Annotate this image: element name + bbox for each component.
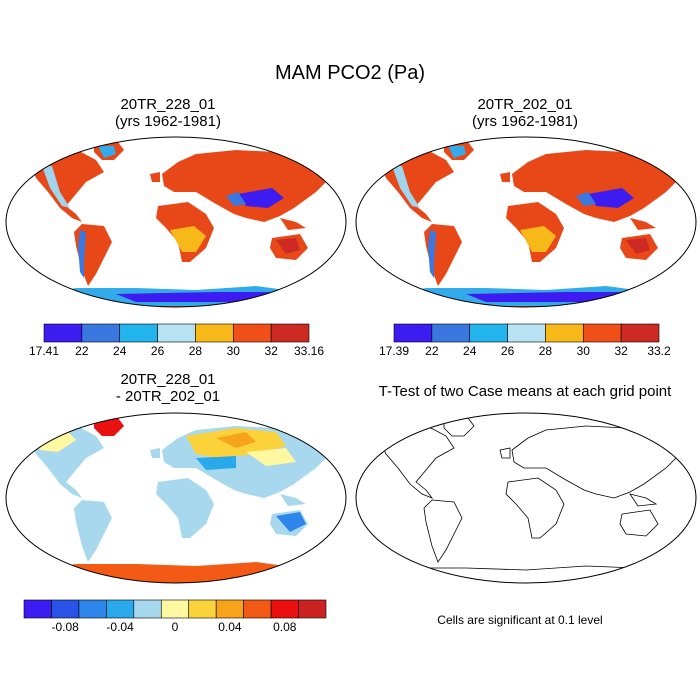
colorbar2-box	[582, 323, 622, 343]
colorbar2-box	[507, 323, 546, 343]
panel3-title-line2: - 20TR_202_01	[115, 388, 221, 405]
colorbar3-box	[23, 599, 52, 619]
colorbar3-box	[215, 599, 244, 619]
colorbar1-tick-label: 24	[113, 344, 127, 358]
colorbar1-tick-label: 32	[264, 344, 278, 358]
panel2-title-line1: 20TR_202_01	[477, 96, 573, 113]
colorbar1-box	[43, 323, 83, 343]
colorbar3-tick-label: -0.08	[52, 620, 80, 634]
colorbar-panel2: 17.39 22 24 26 28 30 32 33.2	[376, 323, 676, 360]
colorbar2-tick-label: 24	[463, 344, 477, 358]
colorbar1-tick-label: 26	[151, 344, 165, 358]
colorbar1-tick-label: 28	[189, 344, 203, 358]
colorbar1-box	[232, 323, 272, 343]
colorbar2-box	[620, 323, 660, 343]
colorbar3-box	[78, 599, 107, 619]
colorbar2-tick-label: 28	[539, 344, 553, 358]
panel4-map	[355, 412, 697, 584]
panel2-title-line2: (yrs 1962-1981)	[472, 113, 578, 130]
colorbar3-box	[133, 599, 162, 619]
colorbar1-tick-label: 22	[75, 344, 89, 358]
colorbar3-tick-label: 0.08	[273, 620, 297, 634]
panel4-title: T-Test of two Case means at each grid po…	[378, 383, 672, 400]
colorbar3-tick-label: -0.04	[106, 620, 134, 634]
colorbar3-box	[188, 599, 217, 619]
colorbar3-box	[106, 599, 135, 619]
colorbar2-tick-label: 17.39	[379, 344, 409, 358]
colorbar1-box	[81, 323, 121, 343]
panel1-map	[5, 136, 347, 308]
colorbar2-box	[469, 323, 508, 343]
colorbar1-box	[119, 323, 158, 343]
panel1-title: 20TR_228_01 (yrs 1962-1981)	[18, 96, 318, 130]
colorbar-panel3: -0.08 -0.04 0 0.04 0.08	[23, 599, 334, 636]
panel3-map	[5, 412, 347, 584]
colorbar2-tick-label: 30	[577, 344, 591, 358]
panel3-title-line1: 20TR_228_01	[120, 371, 216, 388]
significance-note: Cells are significant at 0.1 level	[437, 613, 603, 627]
colorbar1-box	[195, 323, 234, 343]
colorbar3-tick-label: 0	[172, 620, 179, 634]
colorbar2-box	[431, 323, 471, 343]
colorbar3-box	[243, 599, 272, 619]
colorbar1-box	[157, 323, 196, 343]
colorbar1-tick-label: 17.41	[29, 344, 59, 358]
colorbar-panel1: 17.41 22 24 26 28 30 32 33.16	[26, 323, 326, 360]
colorbar2-tick-label: 22	[425, 344, 439, 358]
colorbar3-box	[298, 599, 327, 619]
colorbar3-box	[160, 599, 190, 619]
colorbar2-box	[545, 323, 584, 343]
colorbar3-box	[51, 599, 80, 619]
colorbar2-tick-label: 32	[614, 344, 628, 358]
colorbar1-box	[270, 323, 310, 343]
panel3-title: 20TR_228_01 - 20TR_202_01	[18, 371, 318, 405]
panel2-title: 20TR_202_01 (yrs 1962-1981)	[375, 96, 675, 130]
colorbar3-box	[270, 599, 299, 619]
colorbar1-tick-label: 30	[227, 344, 241, 358]
colorbar3-tick-label: 0.04	[218, 620, 242, 634]
main-title: MAM PCO2 (Pa)	[274, 62, 426, 84]
colorbar2-tick-label: 26	[501, 344, 515, 358]
panel1-title-line2: (yrs 1962-1981)	[115, 113, 221, 130]
panel1-title-line1: 20TR_228_01	[120, 96, 216, 113]
colorbar1-tick-label: 33.16	[294, 344, 324, 358]
colorbar2-tick-label: 33.2	[647, 344, 671, 358]
panel2-map	[355, 136, 697, 308]
colorbar2-box	[393, 323, 433, 343]
